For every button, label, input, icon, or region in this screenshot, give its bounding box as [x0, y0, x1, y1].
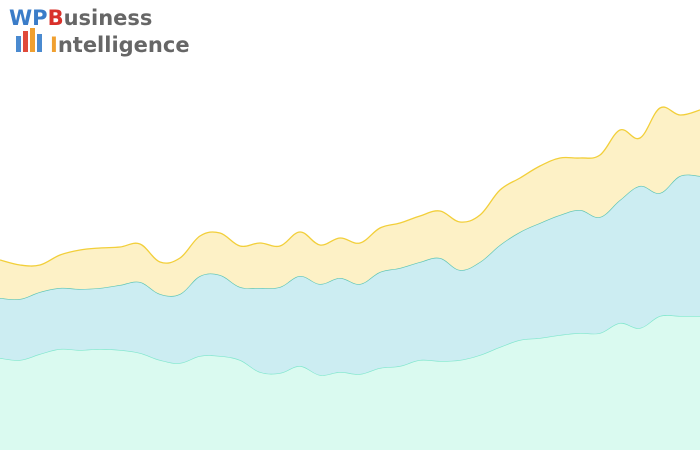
- logo-bar: [30, 28, 35, 52]
- area-line: [0, 106, 700, 267]
- plot-area: [0, 106, 700, 450]
- logo: WPBusiness Intelligence: [9, 6, 190, 57]
- area: [0, 174, 700, 376]
- logo-part: usiness: [64, 6, 153, 30]
- logo-bar: [16, 36, 21, 52]
- logo-bar: [23, 31, 28, 52]
- logo-part: WP: [9, 6, 48, 30]
- logo-part: I: [50, 33, 58, 57]
- area: [0, 315, 700, 450]
- logo-part: ntelligence: [58, 33, 190, 57]
- logo-bar: [37, 34, 42, 52]
- logo-part: B: [48, 6, 64, 30]
- logo-line2: Intelligence: [50, 33, 190, 57]
- area: [0, 107, 700, 300]
- logo-line1: WPBusiness: [9, 6, 152, 30]
